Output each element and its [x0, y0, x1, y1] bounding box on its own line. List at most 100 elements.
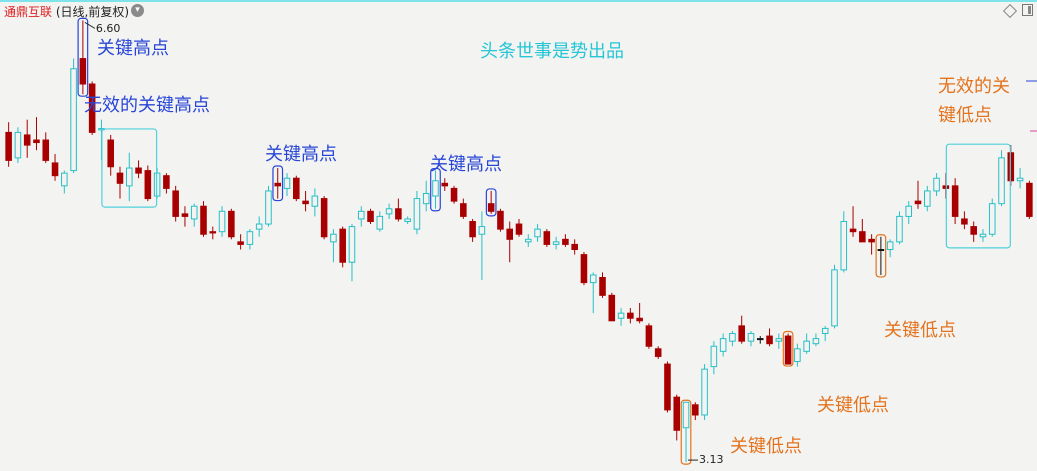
- candle-body: [868, 238, 875, 243]
- candle: [812, 333, 820, 347]
- candle-body: [70, 68, 77, 172]
- candle: [924, 185, 931, 212]
- candle-body: [51, 162, 59, 177]
- candle-body: [163, 175, 170, 189]
- candle: [469, 218, 476, 242]
- candle-body: [580, 254, 588, 284]
- annotation-key-low: 关键低点: [817, 395, 889, 416]
- panel-toggle-icon[interactable]: [1022, 4, 1033, 16]
- candle-body: [404, 218, 411, 222]
- marker-box-key-low: [782, 330, 794, 367]
- candle: [747, 330, 755, 347]
- candle-body: [246, 231, 254, 245]
- candle: [70, 58, 77, 174]
- candle: [1016, 168, 1024, 189]
- candle: [645, 323, 653, 349]
- candle: [756, 336, 764, 344]
- candle-body: [664, 363, 671, 411]
- candle: [79, 20, 87, 95]
- candle: [543, 229, 551, 247]
- candle-body: [599, 277, 606, 296]
- candle: [580, 252, 588, 286]
- candle: [534, 224, 541, 242]
- candle: [42, 132, 50, 163]
- candle: [710, 341, 718, 375]
- candle: [552, 236, 560, 250]
- candle-body: [432, 180, 439, 197]
- candle: [116, 166, 124, 199]
- candle-body: [812, 338, 820, 345]
- candle: [627, 308, 634, 324]
- candle-body: [339, 228, 346, 263]
- candle: [293, 175, 300, 202]
- candle-body: [209, 231, 217, 234]
- candle-body: [422, 192, 430, 205]
- candle: [348, 224, 356, 282]
- marker-box-key-high: [272, 165, 284, 202]
- candle-body: [255, 223, 263, 230]
- candle-body: [320, 198, 328, 238]
- candle-body: [506, 228, 514, 240]
- candle-body: [14, 131, 22, 159]
- candle-body: [395, 208, 402, 220]
- annotation-invalid-key-high: 无效的关键高点: [84, 95, 210, 116]
- candle: [23, 119, 31, 158]
- candle: [803, 333, 810, 354]
- candle-body: [107, 139, 114, 168]
- candle: [125, 152, 133, 202]
- candle-body: [293, 177, 300, 200]
- candle-body: [562, 238, 569, 245]
- candle-body: [237, 241, 244, 245]
- candle-body: [543, 231, 551, 245]
- candle-body: [33, 139, 40, 144]
- candle: [135, 160, 142, 179]
- candle: [701, 364, 708, 421]
- candle: [181, 206, 189, 227]
- annotation-key-low: 关键低点: [730, 436, 802, 457]
- candle-body: [896, 215, 903, 243]
- candle: [951, 178, 959, 225]
- chevron-down-circle-icon[interactable]: ▾: [131, 4, 144, 17]
- candle: [190, 203, 198, 227]
- candle: [654, 346, 662, 359]
- candle: [395, 198, 402, 222]
- candle: [218, 206, 226, 237]
- candle-body: [274, 182, 282, 187]
- candle: [506, 221, 514, 263]
- candle-body: [116, 172, 124, 184]
- candle-body: [172, 190, 179, 217]
- candle: [608, 292, 616, 322]
- candle-body: [469, 220, 476, 238]
- candle-body: [933, 177, 940, 192]
- candle-body: [218, 210, 226, 233]
- marker-box-key-high: [430, 167, 441, 212]
- candle: [51, 154, 59, 181]
- candle-body: [627, 312, 634, 319]
- candle: [88, 81, 96, 135]
- annotation-key-low: 关键低点: [884, 320, 956, 341]
- candle-body: [571, 243, 578, 251]
- candle: [487, 190, 495, 214]
- candle-body: [376, 215, 384, 230]
- candle-body: [135, 167, 142, 174]
- candle: [589, 272, 597, 314]
- candle-body: [654, 348, 662, 357]
- candle-body: [524, 238, 532, 243]
- candle-body: [144, 170, 152, 200]
- candle: [5, 122, 12, 167]
- candle: [255, 216, 263, 237]
- candle: [896, 211, 903, 245]
- candle-body: [859, 231, 866, 243]
- candle: [200, 201, 207, 237]
- candle: [450, 185, 458, 204]
- candle: [673, 394, 681, 441]
- candle: [432, 170, 439, 209]
- candle: [515, 218, 523, 237]
- candle-body: [701, 368, 708, 416]
- candle-body: [413, 198, 421, 230]
- candle-body: [79, 58, 87, 85]
- candle-body: [979, 233, 987, 238]
- candle: [144, 165, 152, 202]
- annotation-invalid-key-low-line1: 无效的关: [938, 76, 1010, 97]
